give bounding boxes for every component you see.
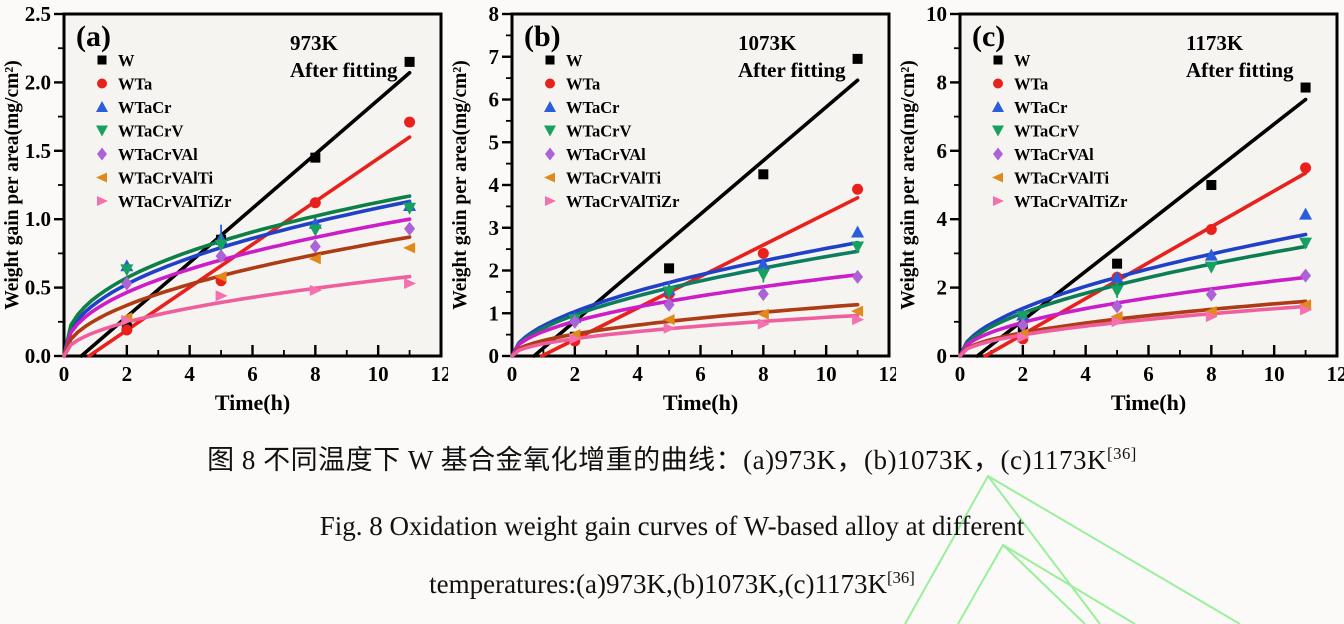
svg-text:W: W: [1014, 51, 1031, 70]
svg-text:4: 4: [937, 207, 948, 231]
svg-text:8: 8: [1206, 362, 1217, 386]
svg-text:8: 8: [758, 362, 769, 386]
svg-text:2.5: 2.5: [25, 2, 51, 26]
svg-text:Weight gain per area(mg/cm²): Weight gain per area(mg/cm²): [450, 60, 471, 309]
caption-english-line1: Fig. 8 Oxidation weight gain curves of W…: [319, 511, 1025, 541]
chart-svg-(c): 0 2 4 6 8 10 12 0 2 4 6 8 10 Time(h) Weight gain per a…: [898, 2, 1344, 415]
svg-text:WTa: WTa: [1014, 75, 1048, 94]
svg-text:12: 12: [1327, 362, 1344, 386]
chart-panel-c: 0 2 4 6 8 10 12 0 2 4 6 8 10 Time(h) Weight gain per a…: [896, 0, 1344, 428]
caption-english-line2-text: temperatures:(a)973K,(b)1073K,(c)1173K: [429, 569, 887, 599]
svg-text:WTaCrV: WTaCrV: [1014, 122, 1079, 141]
chart-svg-(a): 0 2 4 6 8 10 12 0.0 0.5 1.0 1.5 2.0 2.5 Time(h) Weight…: [2, 2, 452, 415]
svg-text:WTaCrVAlTi: WTaCrVAlTi: [566, 169, 661, 188]
svg-text:2: 2: [1018, 362, 1029, 386]
svg-text:1: 1: [489, 301, 500, 325]
svg-text:0.0: 0.0: [25, 344, 51, 368]
caption-english-reference: [36]: [886, 568, 915, 587]
charts-row: 0 2 4 6 8 10 12 0.0 0.5 1.0 1.5 2.0 2.5 Time(h) Weight…: [0, 0, 1344, 428]
svg-text:After fitting: After fitting: [1186, 58, 1294, 82]
chart-panel-a: 0 2 4 6 8 10 12 0.0 0.5 1.0 1.5 2.0 2.5 Time(h) Weight…: [0, 0, 452, 428]
svg-text:(c): (c): [972, 20, 1005, 53]
svg-text:2: 2: [570, 362, 581, 386]
svg-text:After fitting: After fitting: [290, 58, 398, 82]
svg-text:Weight gain per area(mg/cm²): Weight gain per area(mg/cm²): [2, 60, 23, 309]
svg-text:6: 6: [247, 362, 258, 386]
svg-text:0: 0: [937, 344, 948, 368]
svg-text:8: 8: [489, 2, 500, 26]
svg-text:8: 8: [937, 70, 948, 94]
svg-text:WTaCrV: WTaCrV: [566, 122, 631, 141]
svg-text:8: 8: [310, 362, 321, 386]
caption-chinese-text: 图 8 不同温度下 W 基合金氧化增重的曲线：(a)973K，(b)1073K，…: [207, 445, 1107, 475]
svg-text:WTaCrVAl: WTaCrVAl: [1014, 145, 1094, 164]
svg-text:WTaCrVAlTiZr: WTaCrVAlTiZr: [118, 192, 231, 211]
svg-text:WTaCr: WTaCr: [118, 98, 171, 117]
svg-text:WTaCrVAlTi: WTaCrVAlTi: [118, 169, 213, 188]
svg-text:0.5: 0.5: [25, 276, 51, 300]
svg-text:(a): (a): [76, 20, 111, 53]
svg-text:1.0: 1.0: [25, 207, 51, 231]
svg-text:6: 6: [937, 139, 948, 163]
svg-text:WTaCrVAlTiZr: WTaCrVAlTiZr: [566, 192, 679, 211]
svg-text:Time(h): Time(h): [663, 390, 738, 415]
svg-text:WTaCrVAlTi: WTaCrVAlTi: [1014, 169, 1109, 188]
svg-text:4: 4: [184, 362, 195, 386]
svg-text:6: 6: [489, 88, 500, 112]
svg-text:WTaCrV: WTaCrV: [118, 122, 183, 141]
svg-text:10: 10: [816, 362, 837, 386]
svg-text:2: 2: [122, 362, 133, 386]
svg-text:WTaCr: WTaCr: [566, 98, 619, 117]
svg-text:5: 5: [489, 130, 500, 154]
svg-text:973K: 973K: [290, 31, 339, 55]
svg-text:Time(h): Time(h): [1111, 390, 1186, 415]
svg-text:1073K: 1073K: [738, 31, 797, 55]
svg-text:1.5: 1.5: [25, 139, 51, 163]
svg-text:0: 0: [59, 362, 70, 386]
svg-text:0: 0: [507, 362, 518, 386]
svg-text:2.0: 2.0: [25, 70, 51, 94]
svg-text:10: 10: [1264, 362, 1285, 386]
svg-text:WTaCrVAl: WTaCrVAl: [118, 145, 198, 164]
svg-text:WTa: WTa: [566, 75, 600, 94]
svg-text:2: 2: [489, 259, 500, 283]
svg-text:6: 6: [695, 362, 706, 386]
caption-chinese-reference: [36]: [1107, 444, 1137, 463]
svg-text:(b): (b): [524, 20, 561, 53]
chart-panel-b: 0 2 4 6 8 10 12 0 1 2 3 4 5 6 7 8 Time(h) Weight gain per…: [448, 0, 900, 428]
svg-text:4: 4: [1080, 362, 1091, 386]
svg-text:6: 6: [1143, 362, 1154, 386]
svg-text:7: 7: [489, 45, 500, 69]
svg-text:W: W: [118, 51, 135, 70]
svg-text:12: 12: [431, 362, 449, 386]
svg-text:0: 0: [489, 344, 500, 368]
svg-text:3: 3: [489, 216, 500, 240]
figure-captions: 图 8 不同温度下 W 基合金氧化增重的曲线：(a)973K，(b)1073K，…: [0, 438, 1344, 600]
svg-text:4: 4: [632, 362, 643, 386]
svg-text:WTaCr: WTaCr: [1014, 98, 1067, 117]
caption-chinese: 图 8 不同温度下 W 基合金氧化增重的曲线：(a)973K，(b)1073K，…: [0, 438, 1344, 477]
svg-text:WTaCrVAlTiZr: WTaCrVAlTiZr: [1014, 192, 1127, 211]
svg-text:W: W: [566, 51, 583, 70]
svg-text:WTaCrVAl: WTaCrVAl: [566, 145, 646, 164]
svg-text:4: 4: [489, 173, 500, 197]
svg-text:10: 10: [926, 2, 947, 26]
svg-text:10: 10: [368, 362, 389, 386]
svg-text:WTa: WTa: [118, 75, 152, 94]
svg-text:12: 12: [879, 362, 897, 386]
svg-text:1173K: 1173K: [1186, 31, 1244, 55]
svg-text:2: 2: [937, 276, 948, 300]
svg-text:0: 0: [955, 362, 966, 386]
svg-text:Weight gain per area(mg/cm²): Weight gain per area(mg/cm²): [898, 60, 919, 309]
caption-english-line2: temperatures:(a)973K,(b)1073K,(c)1173K[3…: [0, 568, 1344, 600]
svg-text:Time(h): Time(h): [215, 390, 290, 415]
svg-text:After fitting: After fitting: [738, 58, 846, 82]
